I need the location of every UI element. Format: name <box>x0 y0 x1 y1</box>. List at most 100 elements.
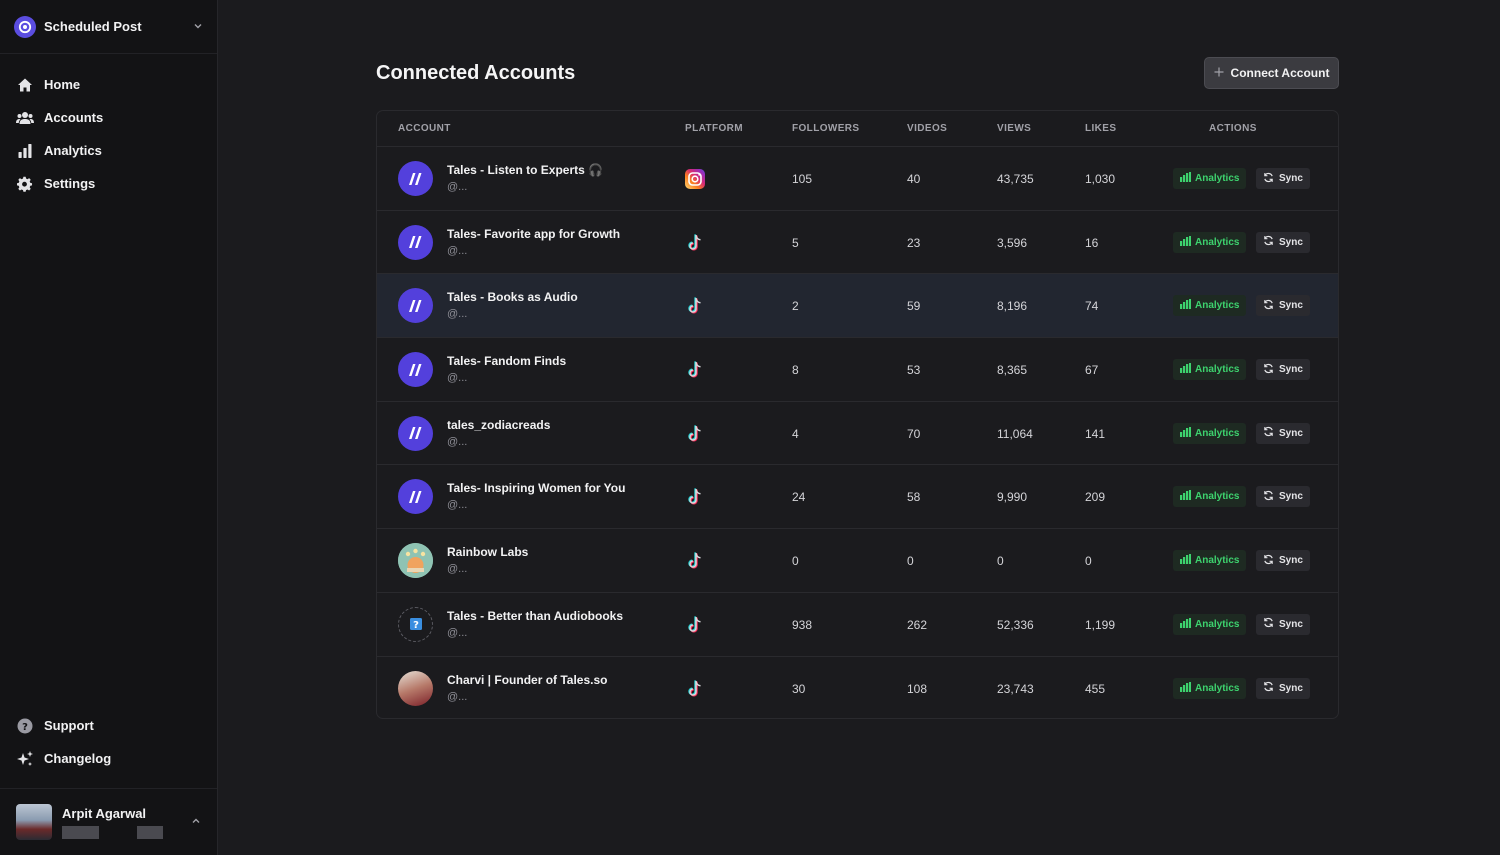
account-name: Tales- Inspiring Women for You <box>447 481 626 496</box>
sync-button[interactable]: Sync <box>1256 550 1310 572</box>
analytics-button[interactable]: Analytics <box>1173 359 1247 381</box>
analytics-button-label: Analytics <box>1195 618 1240 630</box>
analytics-button[interactable]: Analytics <box>1173 422 1247 444</box>
analytics-button[interactable]: Analytics <box>1173 613 1247 635</box>
analytics-button[interactable]: Analytics <box>1173 295 1247 317</box>
account-avatar <box>398 224 433 260</box>
sidebar-item-support[interactable]: ? Support <box>0 709 217 742</box>
analytics-button[interactable]: Analytics <box>1173 231 1247 253</box>
account-handle: @... <box>447 244 468 257</box>
likes-value: 0 <box>1085 554 1092 569</box>
sync-button[interactable]: Sync <box>1256 422 1310 444</box>
sync-button[interactable]: Sync <box>1256 613 1310 635</box>
tiktok-icon <box>685 615 705 635</box>
analytics-button[interactable]: Analytics <box>1173 168 1247 189</box>
table-row[interactable]: Tales- Fandom Finds @... 8 53 8,365 67 A… <box>377 338 1338 402</box>
views-value: 3,596 <box>997 235 1028 250</box>
sync-button[interactable]: Sync <box>1256 168 1310 189</box>
sidebar-item-label: Home <box>44 77 81 92</box>
account-name: Tales - Books as Audio <box>447 290 578 305</box>
analytics-button[interactable]: Analytics <box>1173 677 1247 699</box>
sidebar-item-home[interactable]: Home <box>0 68 217 101</box>
analytics-button-label: Analytics <box>1195 173 1240 184</box>
sync-icon <box>1263 617 1274 631</box>
tiktok-icon <box>685 487 705 507</box>
account-handle: @... <box>447 499 468 512</box>
column-header-views: VIEWS <box>997 123 1032 134</box>
account-name: Rainbow Labs <box>447 545 529 560</box>
followers-value: 2 <box>792 299 799 314</box>
sidebar-item-settings[interactable]: Settings <box>0 167 217 200</box>
table-row[interactable]: Tales- Favorite app for Growth @... 5 23… <box>377 211 1338 275</box>
column-header-account: ACCOUNT <box>398 123 451 134</box>
sync-icon <box>1263 172 1274 186</box>
gear-icon <box>16 175 34 193</box>
sync-icon <box>1263 299 1274 313</box>
videos-value: 53 <box>907 363 921 378</box>
sidebar-item-changelog[interactable]: Changelog <box>0 742 217 775</box>
sync-icon <box>1263 235 1274 249</box>
table-row[interactable]: Rainbow Labs @... 0 0 0 0 Analytics Sync <box>377 529 1338 593</box>
likes-value: 141 <box>1085 426 1106 441</box>
followers-value: 5 <box>792 235 799 250</box>
views-value: 9,990 <box>997 490 1028 505</box>
table-row[interactable]: ? Tales - Better than Audiobooks @... 93… <box>377 593 1338 657</box>
sync-button[interactable]: Sync <box>1256 231 1310 253</box>
user-name: Arpit Agarwal <box>62 805 147 821</box>
bar-chart-icon <box>1180 426 1191 440</box>
views-value: 23,743 <box>997 681 1034 696</box>
likes-value: 67 <box>1085 363 1099 378</box>
chevron-down-icon <box>193 18 203 36</box>
followers-value: 8 <box>792 363 799 378</box>
account-handle: @... <box>447 563 468 576</box>
tiktok-icon <box>685 360 705 380</box>
account-avatar <box>398 352 433 388</box>
table-row[interactable]: Tales - Books as Audio @... 2 59 8,196 7… <box>377 274 1338 339</box>
table-row[interactable]: Tales - Listen to Experts 🎧 @... 105 40 … <box>377 147 1338 211</box>
tiktok-icon <box>685 424 705 444</box>
views-value: 11,064 <box>997 426 1033 441</box>
account-name: Charvi | Founder of Tales.so <box>447 672 608 687</box>
connect-account-button[interactable]: Connect Account <box>1204 57 1339 89</box>
bar-chart-icon <box>1180 554 1191 567</box>
sync-button[interactable]: Sync <box>1256 486 1310 508</box>
videos-value: 108 <box>907 681 928 696</box>
chevron-up-icon <box>191 813 201 831</box>
likes-value: 1,199 <box>1085 617 1116 632</box>
table-row[interactable]: Tales- Inspiring Women for You @... 24 5… <box>377 465 1338 530</box>
sidebar-item-analytics[interactable]: Analytics <box>0 134 217 167</box>
bar-chart-icon <box>1180 363 1191 376</box>
account-avatar <box>398 288 433 324</box>
sync-button-label: Sync <box>1279 618 1303 630</box>
column-header-actions: ACTIONS <box>1209 123 1257 134</box>
sync-button[interactable]: Sync <box>1256 359 1310 381</box>
redacted-email <box>62 825 191 839</box>
home-icon <box>16 76 34 94</box>
svg-text:?: ? <box>22 721 28 732</box>
sidebar-item-label: Changelog <box>44 751 112 766</box>
analytics-button[interactable]: Analytics <box>1173 486 1247 508</box>
bar-chart-icon <box>1180 235 1191 249</box>
workspace-switcher[interactable]: Scheduled Post <box>0 0 217 54</box>
analytics-button-label: Analytics <box>1195 682 1240 694</box>
likes-value: 455 <box>1085 681 1106 696</box>
followers-value: 938 <box>792 617 813 632</box>
users-icon <box>16 109 34 127</box>
analytics-button-label: Analytics <box>1195 300 1240 312</box>
sync-button-label: Sync <box>1279 300 1303 312</box>
followers-value: 30 <box>792 681 806 696</box>
user-menu[interactable]: Arpit Agarwal <box>0 788 217 855</box>
sync-button[interactable]: Sync <box>1256 295 1310 317</box>
table-body: Tales - Listen to Experts 🎧 @... 105 40 … <box>377 147 1338 719</box>
sync-button-label: Sync <box>1279 427 1303 439</box>
table-row[interactable]: Charvi | Founder of Tales.so @... 30 108… <box>377 657 1338 719</box>
sync-button[interactable]: Sync <box>1256 677 1310 699</box>
analytics-button[interactable]: Analytics <box>1173 550 1247 572</box>
analytics-button-label: Analytics <box>1195 491 1240 503</box>
likes-value: 209 <box>1085 490 1106 505</box>
main-nav: Home Accounts Analytics Settings <box>0 54 217 200</box>
sidebar-item-accounts[interactable]: Accounts <box>0 101 217 134</box>
table-header: ACCOUNT PLATFORM FOLLOWERS VIDEOS VIEWS … <box>377 111 1338 147</box>
table-row[interactable]: tales_zodiacreads @... 4 70 11,064 141 A… <box>377 402 1338 466</box>
views-value: 8,196 <box>997 299 1028 314</box>
